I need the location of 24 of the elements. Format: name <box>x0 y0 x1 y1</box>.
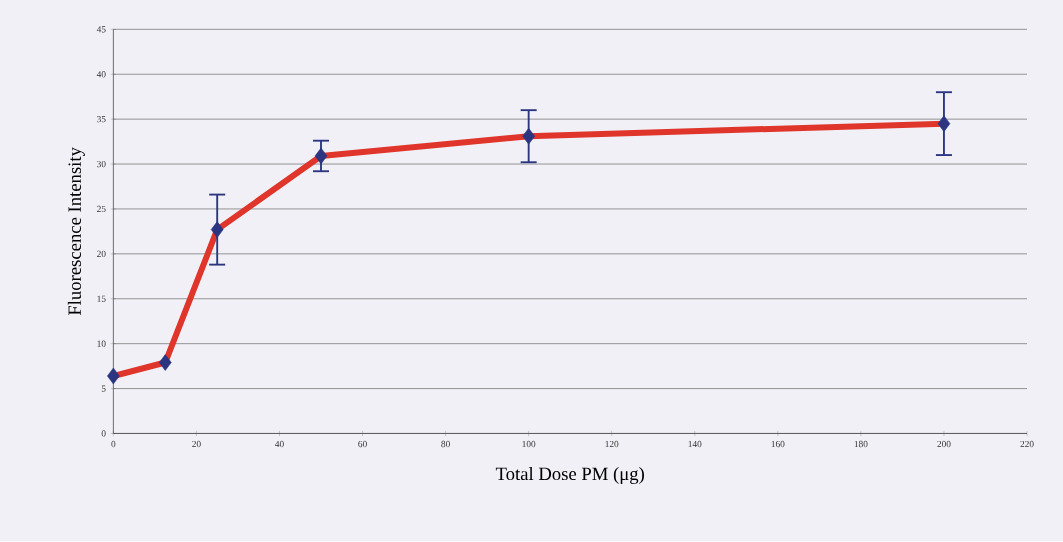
y-tick-label: 35 <box>97 116 106 123</box>
y-tick-label: 5 <box>101 385 106 392</box>
x-axis-title: Total Dose PM (μg) <box>495 467 644 485</box>
y-axis-title: Fluorescence Intensity <box>67 147 85 316</box>
y-tick-label: 20 <box>97 250 106 258</box>
x-tick-label: 20 <box>192 441 201 448</box>
x-tick-label: 140 <box>688 441 702 448</box>
y-tick-label: 45 <box>96 26 106 33</box>
y-tick-label: 15 <box>97 295 106 303</box>
y-tick-label: 25 <box>97 206 106 213</box>
y-tick-label: 40 <box>96 71 106 78</box>
x-tick-label: 160 <box>771 441 785 448</box>
x-tick-label: 80 <box>441 441 450 448</box>
x-tick-label: 200 <box>937 441 951 448</box>
x-tick-label: 60 <box>358 441 367 448</box>
x-tick-label: 220 <box>1020 441 1034 448</box>
x-tick-label: 120 <box>605 441 619 448</box>
x-tick-label: 100 <box>522 441 536 448</box>
x-tick-label: 40 <box>275 441 284 448</box>
x-tick-label: 0 <box>111 441 116 448</box>
x-tick-label: 180 <box>854 441 868 448</box>
y-tick-label: 0 <box>101 430 106 437</box>
y-tick-label: 10 <box>97 340 106 348</box>
y-tick-label: 30 <box>97 161 106 168</box>
